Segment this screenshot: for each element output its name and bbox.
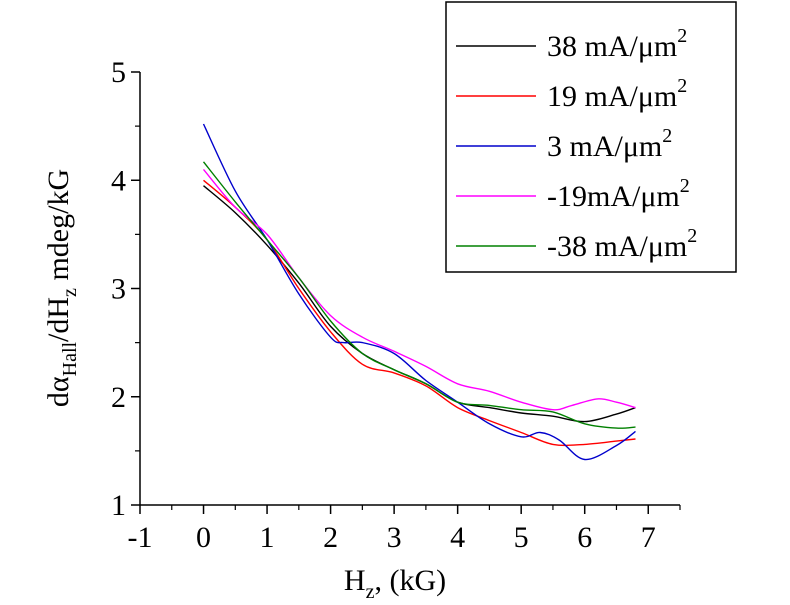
x-tick-label: 1: [260, 521, 275, 554]
x-axis-label: Hz, (kG): [344, 564, 446, 603]
legend-label-5: -38 mA/μm2: [547, 225, 697, 263]
x-axis-ticks: -1 0 1 2 3 4 5 6 7: [128, 505, 681, 554]
x-tick-label: 6: [577, 521, 592, 554]
legend-label-4: -19mA/μm2: [547, 175, 690, 213]
y-tick-label: 5: [111, 56, 126, 89]
x-tick-label: 3: [387, 521, 402, 554]
x-tick-label: 7: [641, 521, 656, 554]
series-line-5: [202, 161, 636, 429]
y-tick-label: 4: [111, 164, 126, 197]
legend-label-3: 3 mA/μm2: [547, 125, 672, 163]
y-tick-label: 2: [111, 381, 126, 414]
legend-label-2: 19 mA/μm2: [547, 75, 687, 113]
x-tick-label: 2: [323, 521, 338, 554]
legend-label-1: 38 mA/μm2: [547, 25, 687, 63]
y-axis-label: dαHall/dHz mdeg/kG: [42, 169, 81, 407]
x-tick-label: 5: [514, 521, 529, 554]
series-line-4: [202, 168, 636, 411]
y-axis-ticks: 1 2 3 4 5: [111, 56, 140, 522]
y-tick-label: 3: [111, 273, 126, 306]
x-tick-label: 0: [196, 521, 211, 554]
series-line-2: [203, 179, 636, 447]
y-tick-label: 1: [111, 489, 126, 522]
legend: 38 mA/μm2 19 mA/μm2 3 mA/μm2 -19mA/μm2 -38 m…: [445, 1, 737, 273]
series-layer: [202, 123, 636, 461]
x-tick-label: -1: [128, 521, 153, 554]
legend-box: [445, 1, 737, 273]
series-line-3: [202, 123, 636, 461]
x-tick-label: 4: [450, 521, 465, 554]
